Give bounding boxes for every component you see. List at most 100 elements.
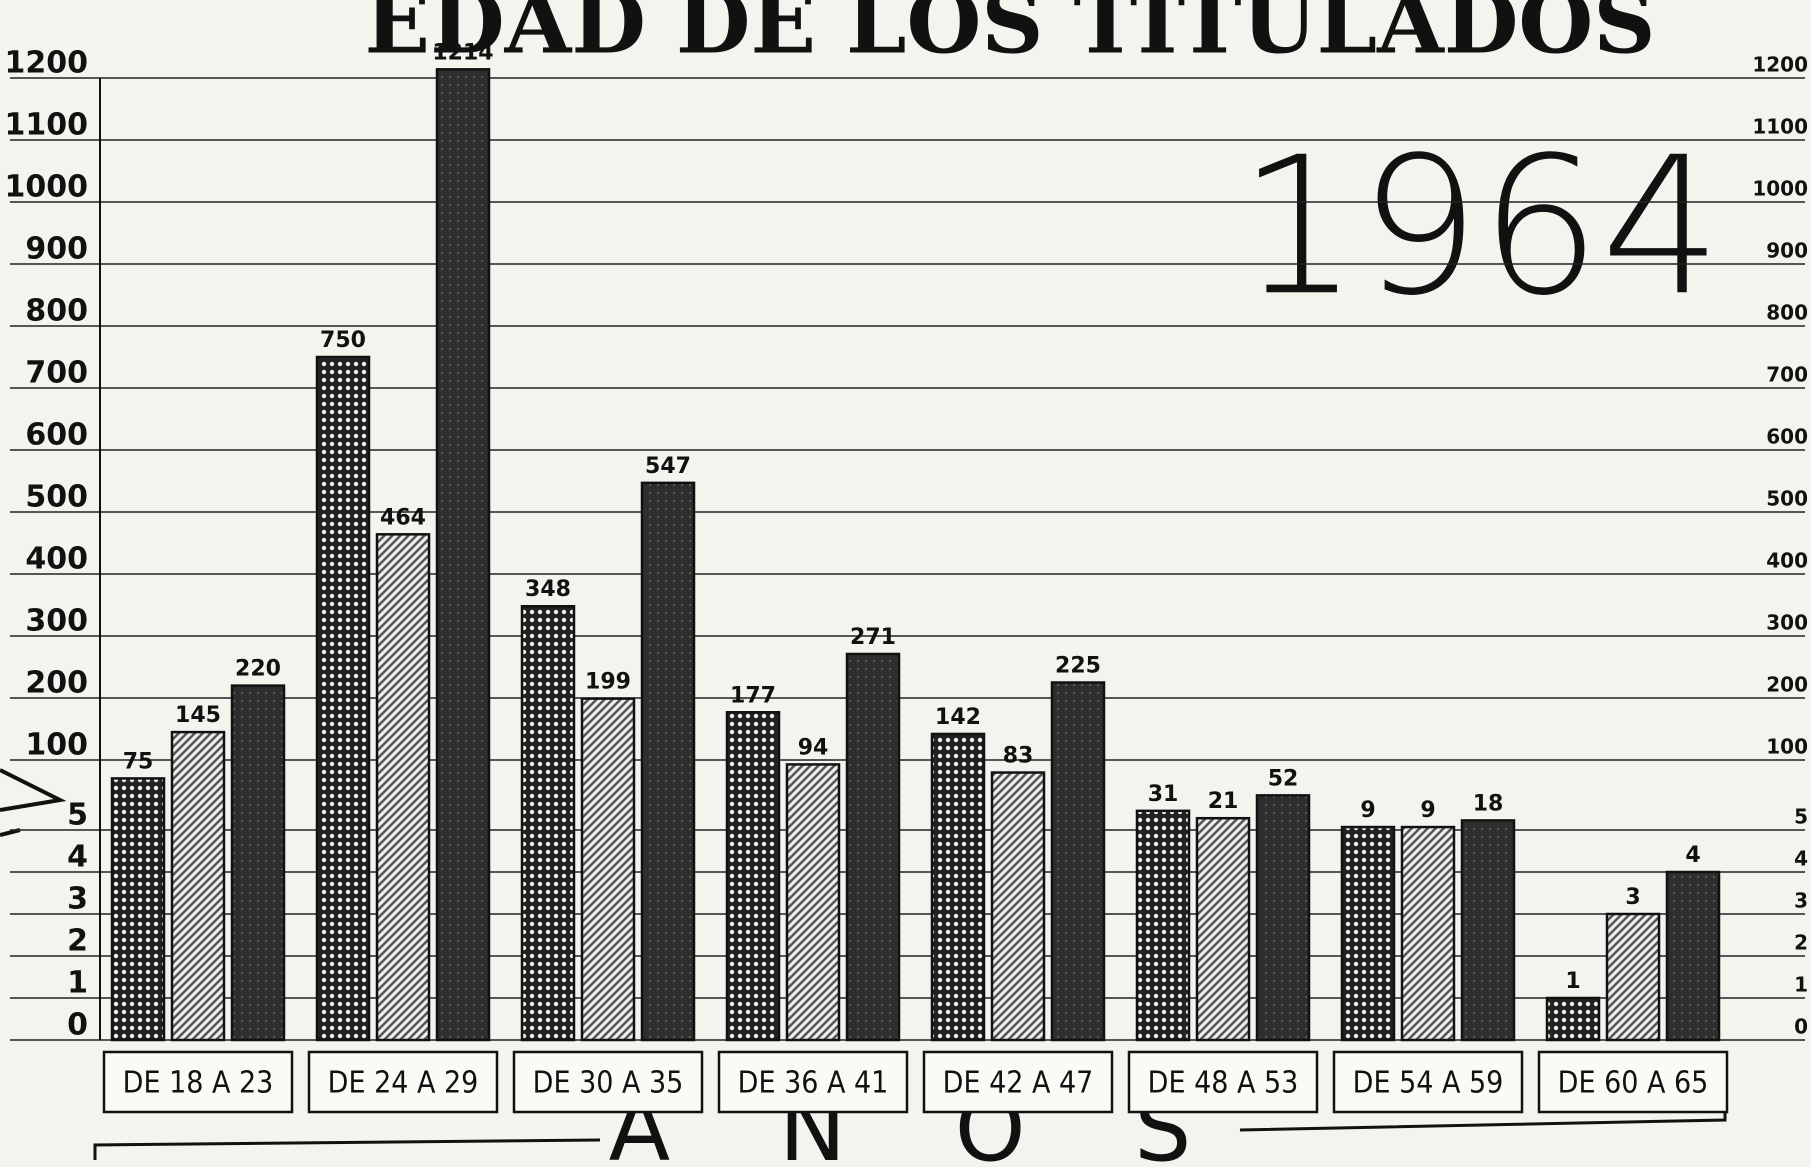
chart-subtitle: 1964 [1238,116,1722,337]
value-label: 21 [1208,789,1239,814]
x-tick-label: DE 30 A 35 [533,1066,684,1101]
y-tick-label: 600 [25,418,88,453]
y-tick-label: 500 [25,480,88,515]
bar [845,652,901,1042]
bar [990,771,1046,1042]
x-tick-label: DE 24 A 29 [328,1066,479,1101]
value-label: 31 [1148,782,1179,807]
y-tick-label-right: 200 [1766,673,1808,697]
value-label: 83 [1003,744,1034,769]
value-label: 9 [1360,798,1375,823]
value-label: 142 [935,705,981,730]
value-label: 52 [1268,766,1299,791]
x-tick-label: DE 54 A 59 [1353,1066,1504,1101]
value-label: 145 [175,703,221,728]
y-tick-label-right: 3 [1794,889,1808,913]
value-label: 18 [1473,791,1504,816]
bar [110,777,166,1042]
category-box [1332,1050,1524,1114]
y-tick-label: 1100 [5,108,89,143]
y-tick-label-right: 0 [1794,1015,1808,1039]
value-label: 225 [1055,654,1101,679]
category-box [922,1050,1114,1114]
category-box [102,1050,294,1114]
axis-break [0,768,67,837]
x-tick-label: DE 42 A 47 [943,1066,1094,1101]
category-box [1537,1050,1729,1114]
bar [435,68,491,1042]
y-tick-label: 5 [67,798,88,833]
value-label: 1214 [432,40,493,65]
value-label: 348 [525,577,571,602]
bar [580,697,636,1042]
y-tick-label-right: 100 [1766,735,1808,759]
y-tick-label: 400 [25,542,88,577]
category-box [1127,1050,1319,1114]
y-tick-label-right: 4 [1794,847,1808,871]
bar [785,763,841,1042]
bar [230,684,286,1042]
value-label: 177 [730,683,776,708]
value-label: 9 [1420,798,1435,823]
bar [640,481,696,1042]
value-label: 94 [798,735,829,760]
y-tick-label: 4 [67,840,88,875]
chart-title: EDAD DE LOS TITULADOS [365,0,1656,74]
bar [1195,816,1251,1042]
y-tick-label-right: 1100 [1752,115,1808,139]
bar [1135,809,1191,1042]
y-tick-label-right: 700 [1766,363,1808,387]
bar [1545,996,1601,1042]
bar [725,711,781,1042]
bar [315,355,371,1042]
value-label: 3 [1625,885,1640,910]
y-tick-label: 0 [67,1008,88,1043]
category-box [307,1050,499,1114]
bar [930,732,986,1042]
bar [170,730,226,1042]
bar [375,533,431,1042]
y-tick-label-right: 1200 [1752,53,1808,77]
y-tick-label: 900 [25,232,88,267]
x-tick-label: DE 60 A 65 [1558,1066,1709,1101]
y-tick-label: 3 [67,882,88,917]
bar [1460,819,1516,1042]
bar [1050,681,1106,1042]
category-box [717,1050,909,1114]
y-tick-label: 1200 [5,46,89,81]
y-tick-label: 200 [25,666,88,701]
y-tick-label-right: 1 [1794,973,1808,997]
bar [1340,825,1396,1042]
value-label: 220 [235,657,281,682]
y-tick-label-right: 5 [1794,805,1808,829]
y-tick-label: 100 [25,728,88,763]
y-tick-label: 1000 [5,170,89,205]
y-tick-label-right: 900 [1766,239,1808,263]
y-tick-label: 300 [25,604,88,639]
y-tick-label-right: 2 [1794,931,1808,955]
y-tick-label-right: 1000 [1752,177,1808,201]
x-tick-label: DE 36 A 41 [738,1066,889,1101]
value-label: 1 [1565,969,1580,994]
y-tick-label: 700 [25,356,88,391]
x-tick-label: DE 18 A 23 [123,1066,274,1101]
y-tick-label-right: 500 [1766,487,1808,511]
value-label: 75 [123,749,154,774]
value-label: 750 [320,328,366,353]
value-label: 199 [585,670,631,695]
bar [1665,870,1721,1042]
x-tick-label: DE 48 A 53 [1148,1066,1299,1101]
value-label: 4 [1685,843,1700,868]
category-box [512,1050,704,1114]
bar [520,604,576,1042]
y-tick-label-right: 800 [1766,301,1808,325]
y-tick-label-right: 600 [1766,425,1808,449]
value-label: 271 [850,625,896,650]
value-label: 464 [380,505,426,530]
y-tick-label: 800 [25,294,88,329]
y-tick-label: 2 [67,924,88,959]
bar [1400,825,1456,1042]
y-tick-label: 1 [67,966,88,1001]
value-label: 547 [645,454,691,479]
